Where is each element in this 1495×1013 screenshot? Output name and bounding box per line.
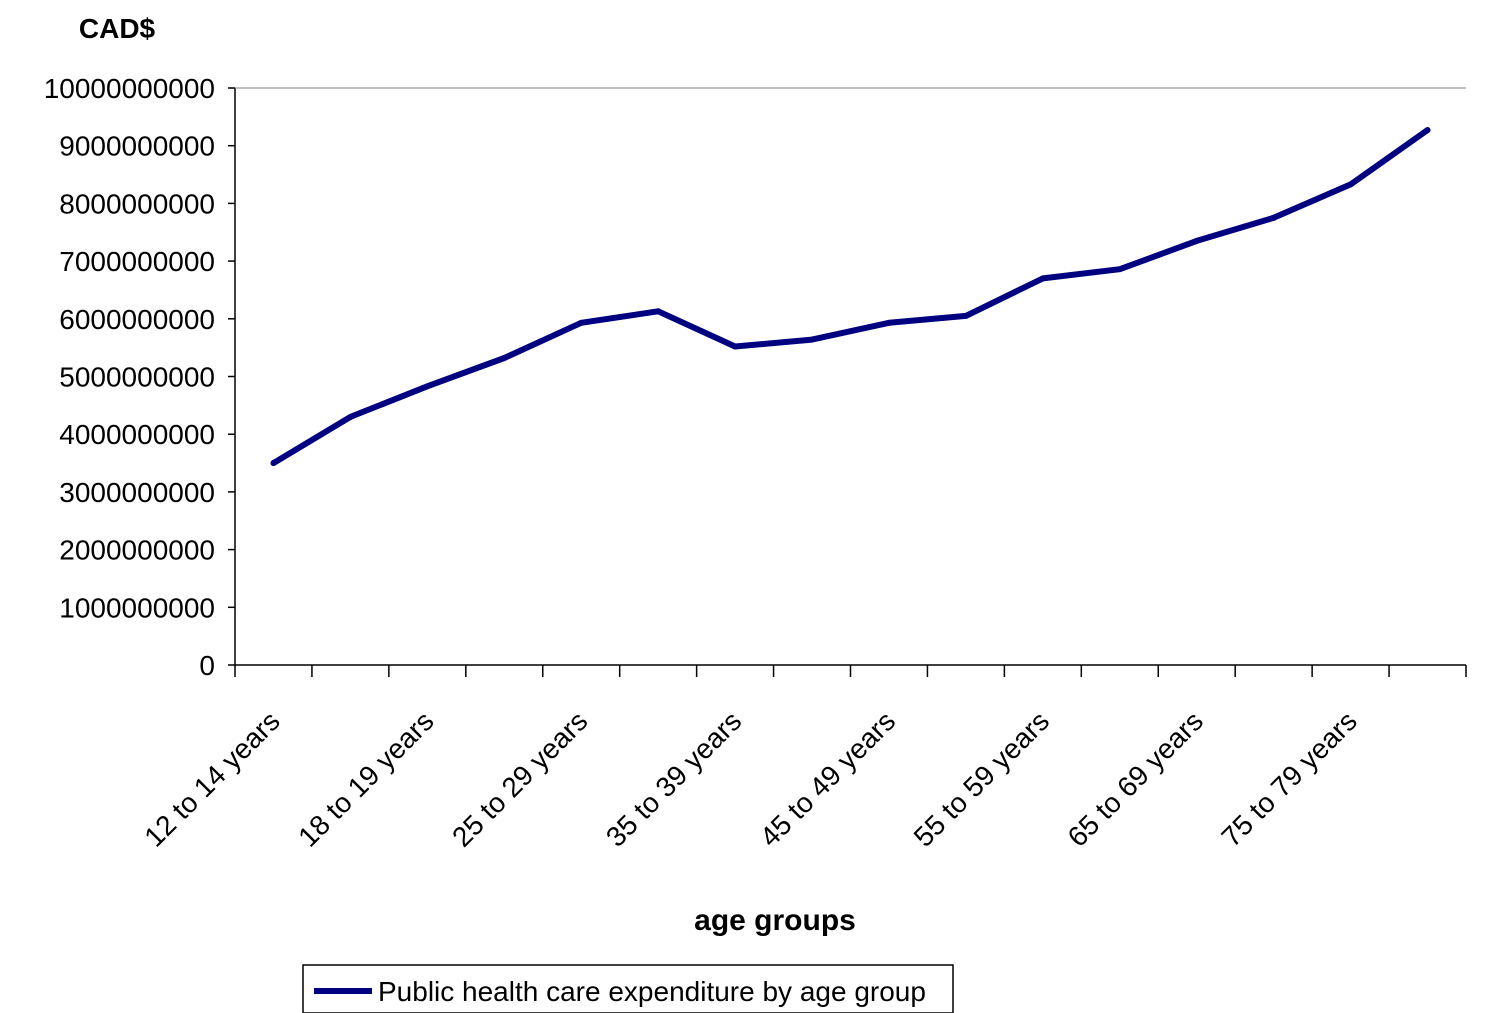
data-point xyxy=(347,413,354,420)
y-tick-label: 6000000000 xyxy=(59,304,215,335)
x-tick-label: 65 to 69 years xyxy=(1062,705,1209,852)
x-axis: 12 to 14 years 18 to 19 years 25 to 29 yea… xyxy=(138,664,1467,853)
data-point xyxy=(885,319,892,326)
y-tick-label: 2000000000 xyxy=(59,535,215,566)
y-tick-label: 7000000000 xyxy=(59,246,215,277)
y-tick-label: 4000000000 xyxy=(59,419,215,450)
x-tick-label: 25 to 29 years xyxy=(446,705,593,852)
x-tick-label: 45 to 49 years xyxy=(754,705,901,852)
x-tick-label: 75 to 79 years xyxy=(1215,705,1362,852)
series-line xyxy=(270,127,1431,467)
legend: Public health care expenditure by age gr… xyxy=(302,964,954,1013)
x-tick-label: 35 to 39 years xyxy=(600,705,747,852)
data-point xyxy=(501,355,508,362)
y-tick-label: 3000000000 xyxy=(59,477,215,508)
y-tick-label: 1000000000 xyxy=(59,592,215,623)
data-point xyxy=(732,343,739,350)
data-point xyxy=(1116,266,1123,273)
data-point xyxy=(424,383,431,390)
plot-area xyxy=(270,127,1431,467)
data-point xyxy=(270,460,277,467)
data-point xyxy=(1193,237,1200,244)
data-point xyxy=(809,336,816,343)
x-tick-label: 18 to 19 years xyxy=(292,705,439,852)
data-point xyxy=(578,319,585,326)
y-tick-label: 10000000000 xyxy=(44,73,215,104)
y-axis-title: CAD$ xyxy=(79,13,156,44)
y-tick-label: 0 xyxy=(199,650,215,681)
x-tick-label: 12 to 14 years xyxy=(138,705,285,852)
data-point xyxy=(1039,275,1046,282)
data-point xyxy=(962,312,969,319)
y-tick-label: 8000000000 xyxy=(59,188,215,219)
x-axis-title: age groups xyxy=(694,904,856,937)
y-axis: 0 1000000000 2000000000 3000000000 400000000… xyxy=(44,73,1466,681)
y-tick-label: 9000000000 xyxy=(59,131,215,162)
data-point xyxy=(1270,214,1277,221)
legend-box xyxy=(302,964,954,1013)
y-tick-label: 5000000000 xyxy=(59,362,215,393)
data-point xyxy=(655,308,662,315)
legend-label: Public health care expenditure by age gr… xyxy=(378,976,926,1007)
data-point xyxy=(1347,181,1354,188)
data-point xyxy=(1424,127,1431,134)
x-tick-label: 55 to 59 years xyxy=(908,705,1055,852)
